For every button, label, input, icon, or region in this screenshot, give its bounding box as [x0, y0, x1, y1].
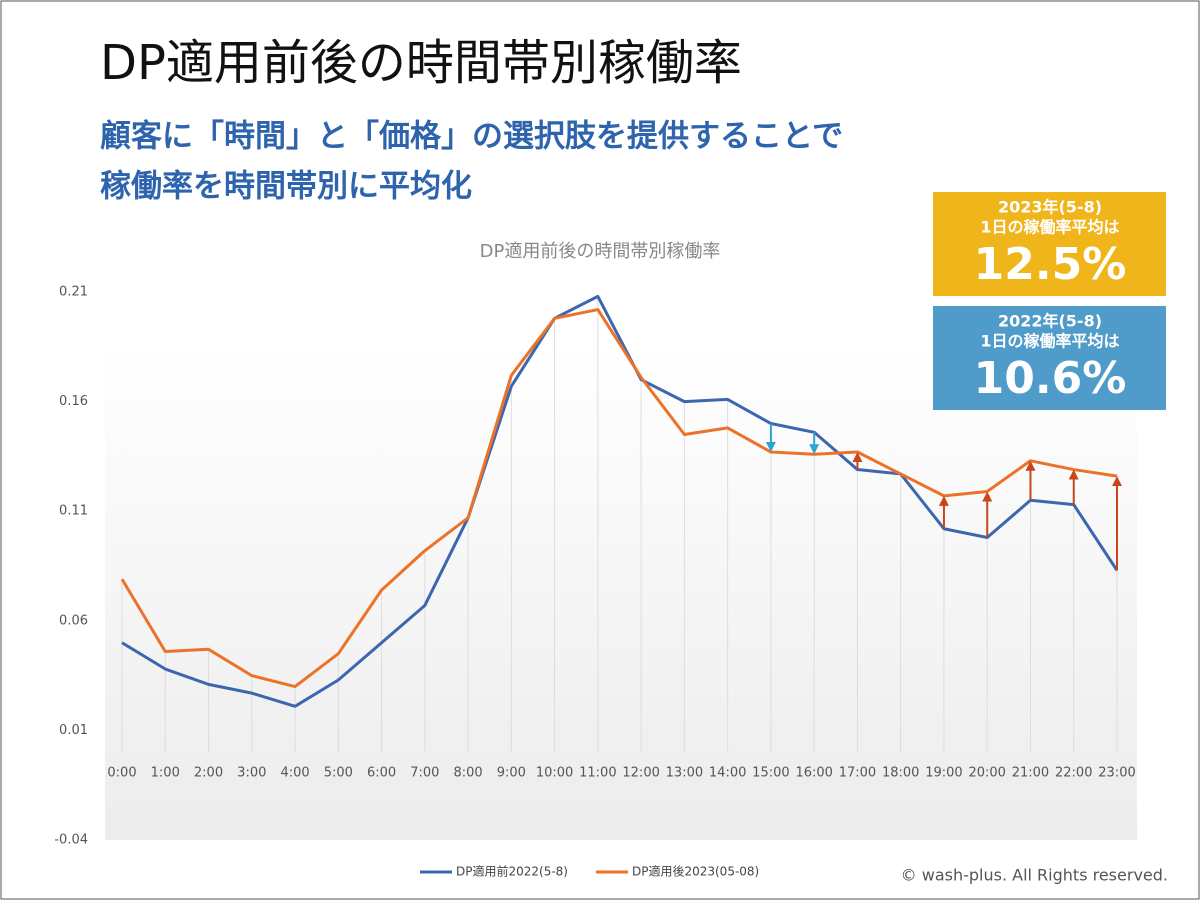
x-tick-label: 16:00	[795, 766, 832, 781]
x-tick-label: 11:00	[579, 766, 616, 781]
y-tick-label: 0.06	[59, 613, 88, 628]
plot-bg	[105, 340, 1137, 840]
x-tick-label: 17:00	[839, 766, 876, 781]
box-value: 10.6%	[974, 353, 1127, 404]
x-tick-label: 3:00	[237, 766, 266, 781]
x-tick-label: 9:00	[497, 766, 526, 781]
subtitle: 顧客に「時間」と「価格」の選択肢を提供することで	[100, 119, 843, 155]
legend-label: DP適用前2022(5-8)	[456, 864, 568, 879]
x-tick-label: 14:00	[709, 766, 746, 781]
y-tick-label: 0.16	[59, 394, 88, 409]
series-line	[120, 308, 1118, 689]
x-tick-label: 2:00	[194, 766, 223, 781]
x-tick-label: 15:00	[752, 766, 789, 781]
average-box	[933, 306, 1166, 410]
y-tick-label: 0.21	[59, 285, 88, 300]
series-line	[121, 294, 1119, 708]
x-tick-label: 20:00	[968, 766, 1005, 781]
x-tick-label: 18:00	[882, 766, 919, 781]
box-value: 12.5%	[974, 239, 1127, 290]
box-label: 1日の稼働率平均は	[980, 218, 1119, 237]
x-tick-label: 4:00	[280, 766, 309, 781]
legend-label: DP適用後2023(05-08)	[632, 864, 759, 879]
chart-title: DP適用前後の時間帯別稼働率	[480, 241, 721, 262]
box-label: 1日の稼働率平均は	[980, 332, 1119, 351]
box-label: 2022年(5-8)	[998, 312, 1102, 331]
y-tick-label: -0.04	[54, 833, 88, 848]
x-tick-label: 22:00	[1055, 766, 1092, 781]
y-tick-label: 0.11	[59, 504, 88, 519]
x-tick-label: 13:00	[666, 766, 703, 781]
x-tick-label: 0:00	[107, 766, 136, 781]
box-label: 2023年(5-8)	[998, 198, 1102, 217]
x-tick-label: 21:00	[1012, 766, 1049, 781]
x-tick-label: 6:00	[367, 766, 396, 781]
x-tick-label: 7:00	[410, 766, 439, 781]
x-tick-label: 12:00	[622, 766, 659, 781]
copyright: © wash-plus. All Rights reserved.	[901, 866, 1168, 885]
x-tick-label: 1:00	[151, 766, 180, 781]
y-tick-label: 0.01	[59, 723, 88, 738]
x-tick-label: 5:00	[324, 766, 353, 781]
x-tick-label: 19:00	[925, 766, 962, 781]
x-tick-label: 8:00	[453, 766, 482, 781]
average-box	[933, 192, 1166, 296]
x-tick-label: 23:00	[1098, 766, 1135, 781]
slide-title: DP適用前後の時間帯別稼働率	[100, 35, 742, 91]
x-tick-label: 10:00	[536, 766, 573, 781]
subtitle: 稼働率を時間帯別に平均化	[100, 169, 472, 205]
